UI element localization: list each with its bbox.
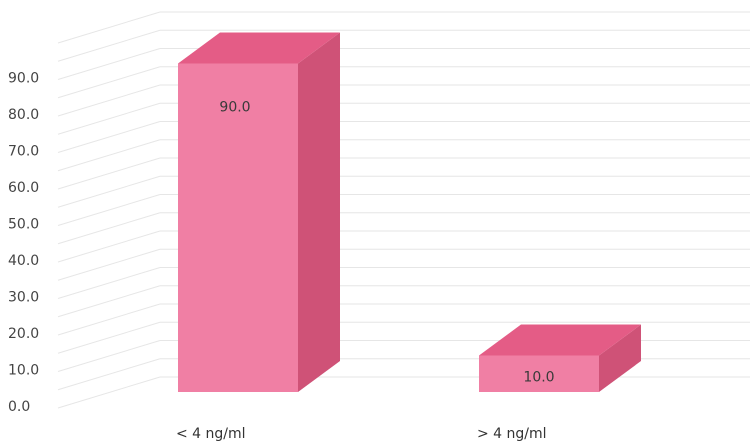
gridline-diagonal bbox=[57, 29, 161, 62]
y-tick-label: 10.0 bbox=[8, 363, 39, 379]
gridline-diagonal bbox=[57, 175, 161, 208]
gridline-diagonal bbox=[57, 267, 161, 299]
y-tick-label: 50.0 bbox=[8, 217, 39, 233]
bar bbox=[479, 324, 641, 392]
y-tick-label: 40.0 bbox=[8, 253, 39, 269]
bar bbox=[178, 32, 340, 392]
gridline-diagonal bbox=[57, 285, 161, 318]
gridline-diagonal bbox=[57, 340, 161, 372]
bar-front bbox=[479, 355, 599, 392]
gridline-diagonal bbox=[57, 157, 161, 190]
y-tick-label: 0.0 bbox=[8, 399, 30, 415]
y-tick-label: 70.0 bbox=[8, 144, 39, 160]
data-label: 90.0 bbox=[219, 100, 250, 116]
y-tick-label: 80.0 bbox=[8, 107, 39, 123]
category-label: > 4 ng/ml bbox=[477, 426, 547, 442]
gridline-diagonal bbox=[57, 102, 161, 135]
y-axis: 0.0 10.0 20.0 30.0 40.0 50.0 60.0 70.0 80.0 90.0 bbox=[8, 71, 39, 416]
grid-lines bbox=[57, 11, 750, 409]
gridline-diagonal bbox=[57, 212, 161, 245]
gridline-diagonal bbox=[57, 121, 161, 153]
gridline-diagonal bbox=[57, 84, 161, 117]
y-tick-label: 20.0 bbox=[8, 326, 39, 342]
gridline-diagonal bbox=[57, 230, 161, 263]
bars: 90.0 10.0 bbox=[178, 32, 641, 392]
data-label: 10.0 bbox=[523, 370, 554, 386]
gridline-diagonal bbox=[57, 139, 161, 172]
bar-side bbox=[298, 32, 340, 392]
bar-side bbox=[599, 324, 641, 392]
y-tick-label: 30.0 bbox=[8, 290, 39, 306]
bar-top bbox=[479, 324, 641, 356]
gridline-diagonal bbox=[57, 303, 161, 336]
gridline-diagonal bbox=[57, 194, 161, 226]
bar-front bbox=[178, 63, 298, 392]
gridline-diagonal bbox=[57, 248, 161, 281]
gridline-diagonal bbox=[57, 48, 161, 80]
y-tick-label: 60.0 bbox=[8, 180, 39, 196]
x-axis-labels: < 4 ng/ml > 4 ng/ml bbox=[176, 426, 547, 442]
gridline-diagonal bbox=[57, 376, 161, 409]
gridline-diagonal bbox=[57, 358, 161, 391]
gridline-diagonal bbox=[57, 11, 161, 44]
gridline-diagonal bbox=[57, 66, 161, 99]
y-tick-label: 90.0 bbox=[8, 71, 39, 87]
bar-top bbox=[178, 32, 340, 64]
gridline-diagonal bbox=[57, 321, 161, 354]
category-label: < 4 ng/ml bbox=[176, 426, 246, 442]
